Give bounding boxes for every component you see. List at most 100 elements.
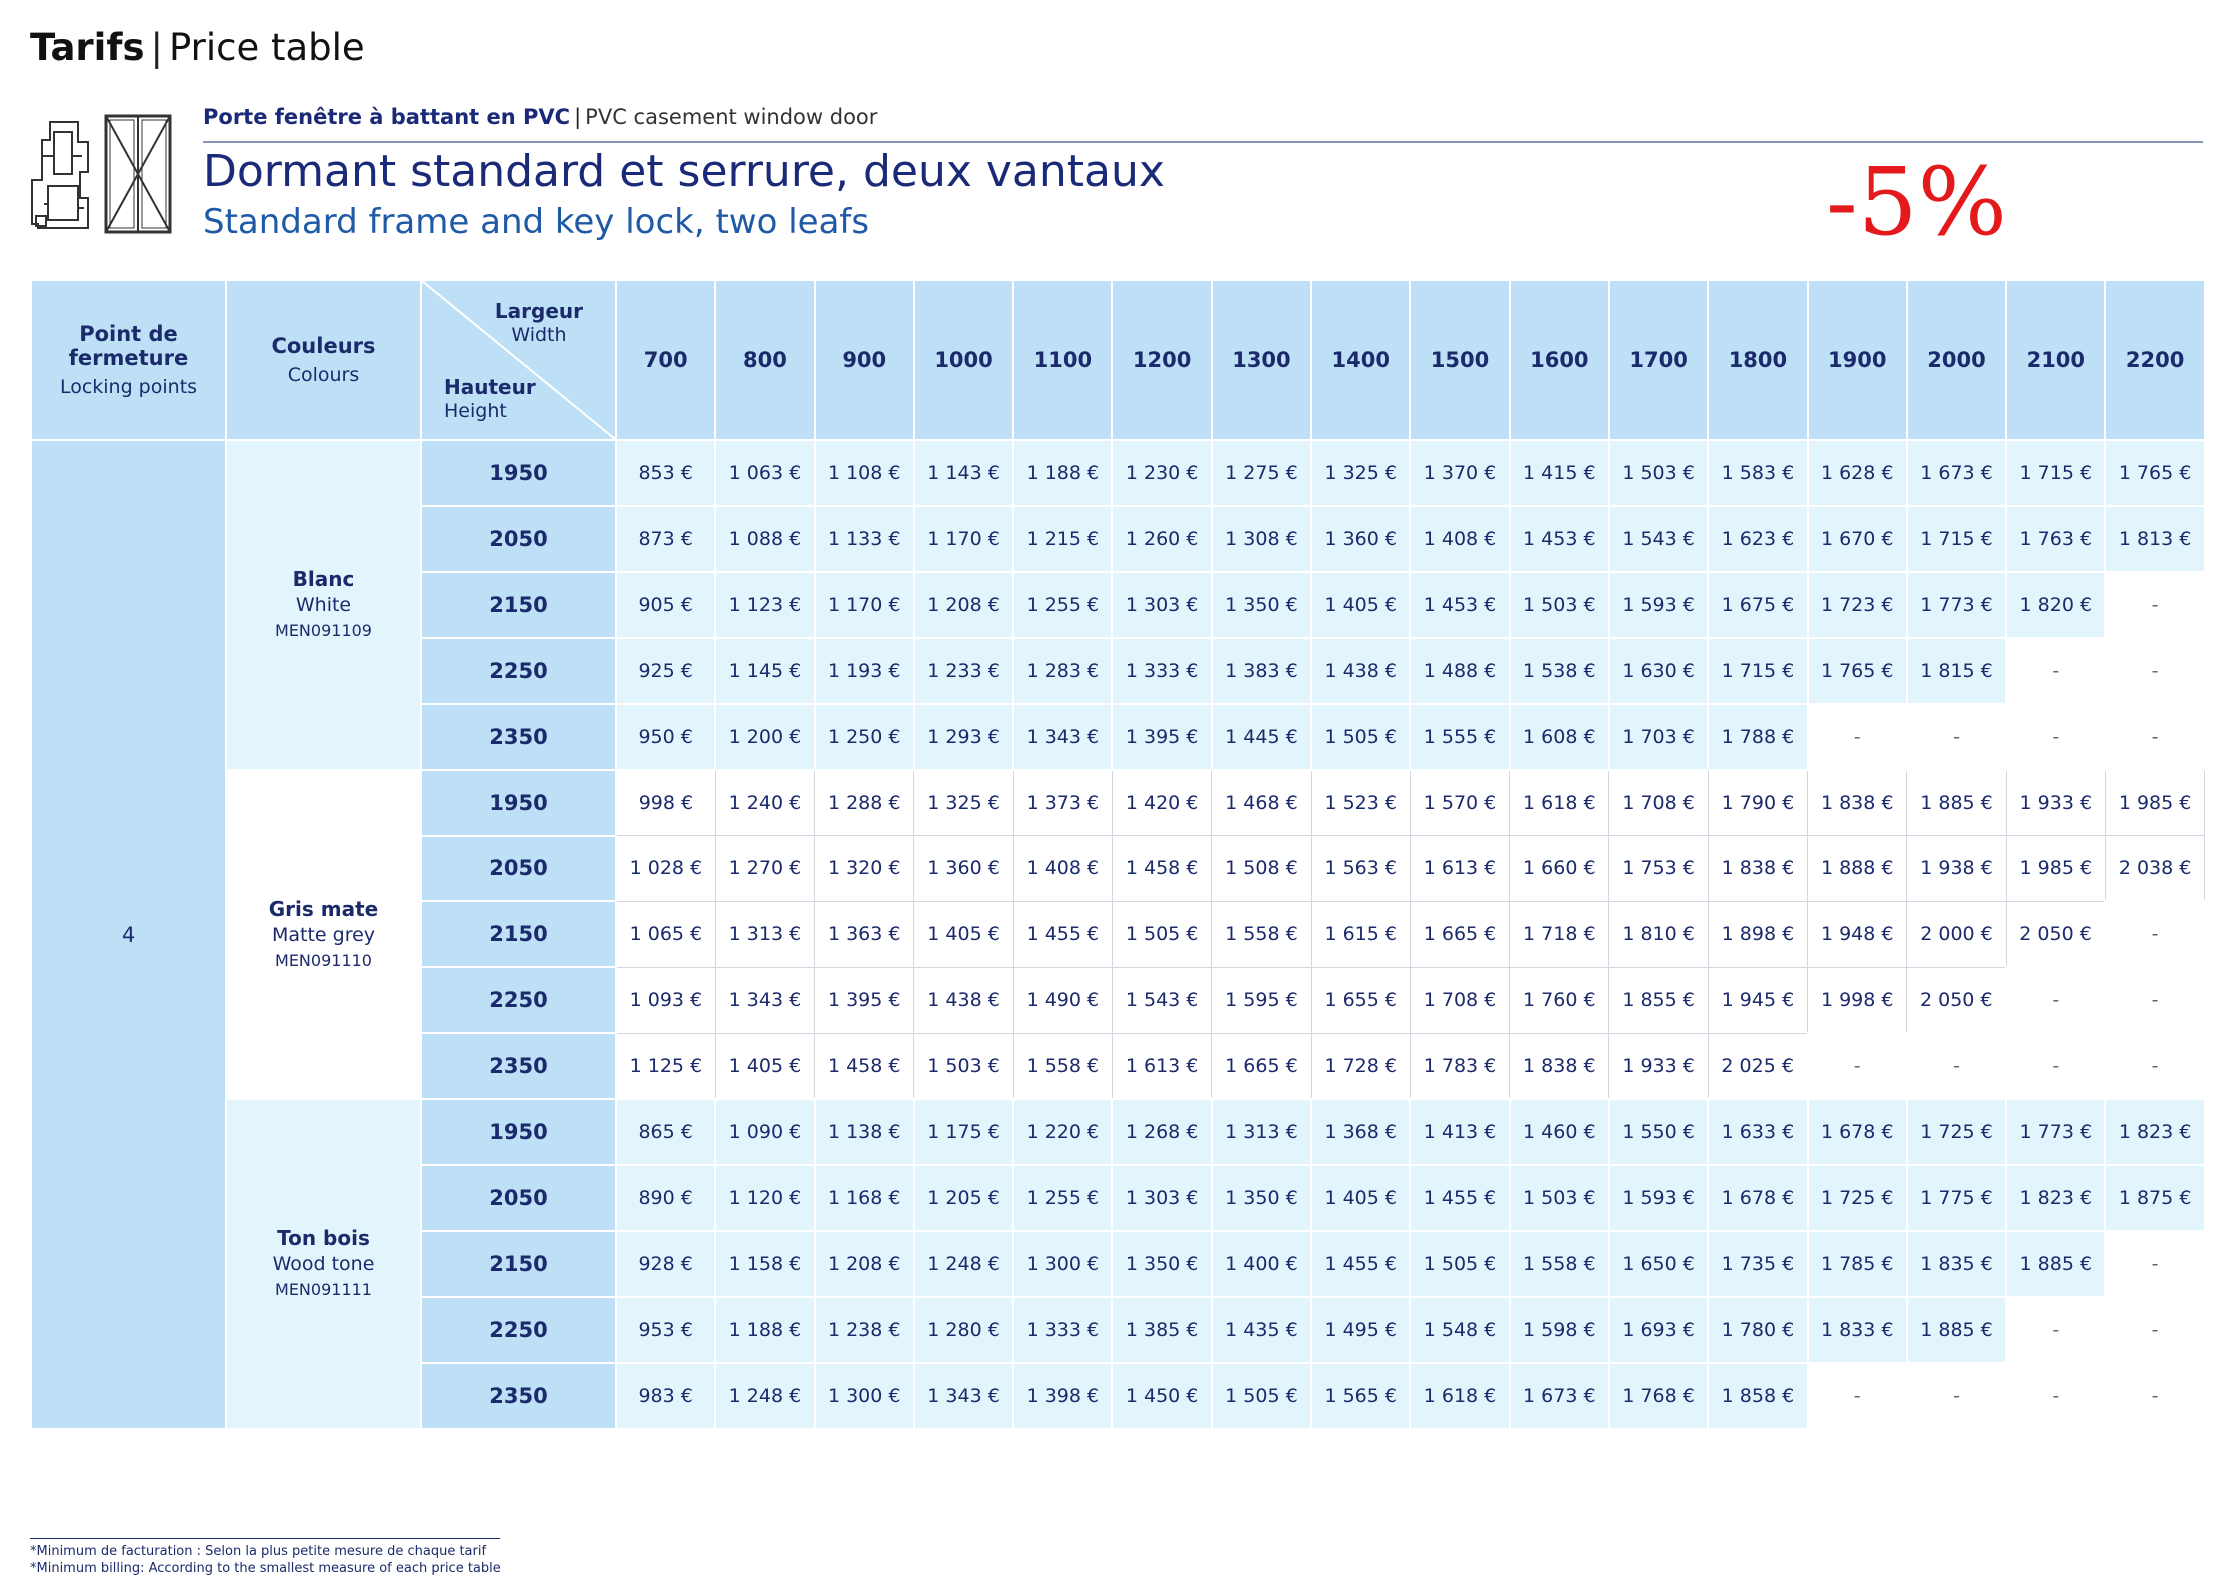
price-cell: 890 €: [614, 1164, 717, 1232]
width-column-header: 900: [813, 279, 915, 441]
price-cell: 1 445 €: [1210, 703, 1313, 771]
colour-cell: Blanc White MEN091109: [225, 439, 422, 771]
price-cell: 1 343 €: [714, 966, 816, 1034]
price-cell: 1 833 €: [1806, 1296, 1908, 1364]
price-cell: 1 998 €: [1807, 966, 1908, 1034]
price-cell: 1 835 €: [1905, 1230, 2008, 1298]
locking-points-header: Point de fermeture Locking points: [30, 279, 227, 441]
price-cell: 1 633 €: [1707, 1098, 1809, 1166]
price-cell: 1 855 €: [1608, 966, 1709, 1034]
price-cell: 928 €: [614, 1230, 717, 1298]
price-cell: 1 708 €: [1608, 769, 1709, 836]
price-cell: 1 488 €: [1409, 637, 1511, 705]
colours-header-fr: Couleurs: [271, 334, 376, 358]
price-cell: 1 788 €: [1707, 703, 1809, 771]
price-cell: 1 725 €: [1806, 1164, 1908, 1232]
price-cell: 1 703 €: [1607, 703, 1710, 771]
price-row: 2250 1 093 €1 343 €1 395 €1 438 €1 490 €1…: [31, 966, 2206, 1034]
price-cell: 1 678 €: [1806, 1098, 1908, 1166]
price-cell: 1 398 €: [1012, 1362, 1114, 1430]
price-cell: 1 108 €: [813, 439, 915, 507]
width-column-header: 1900: [1806, 279, 1908, 441]
price-cell: 1 593 €: [1607, 1164, 1710, 1232]
width-column-header: 1600: [1508, 279, 1610, 441]
colours-header-en: Colours: [287, 364, 360, 386]
price-cell: 1 858 €: [1707, 1362, 1809, 1430]
price-cell: 1 628 €: [1806, 439, 1908, 507]
price-cell-unavailable: -: [2104, 1296, 2206, 1364]
width-column-header: 2000: [1905, 279, 2008, 441]
price-cell: 1 208 €: [813, 1230, 915, 1298]
price-cell: 1 250 €: [813, 703, 915, 771]
colour-name-en: Matte grey: [271, 923, 376, 946]
price-row: 2150 928 €1 158 €1 208 €1 248 €1 300 €1 3…: [31, 1230, 2206, 1298]
product-type-en: PVC casement window door: [585, 105, 878, 129]
price-cell: 1 255 €: [1012, 1164, 1114, 1232]
price-cell: 1 453 €: [1508, 505, 1610, 573]
price-cell-unavailable: -: [2005, 1032, 2107, 1100]
price-cell: 905 €: [614, 571, 717, 639]
price-cell: 1 300 €: [1012, 1230, 1114, 1298]
width-column-header: 700: [614, 279, 717, 441]
price-cell: 1 248 €: [714, 1362, 816, 1430]
colour-name-fr: Ton bois: [277, 1226, 370, 1250]
price-cell: 1 300 €: [813, 1362, 915, 1430]
price-cell: 1 815 €: [1905, 637, 2008, 705]
price-cell: 1 260 €: [1111, 505, 1213, 573]
height-value: 2350: [420, 1362, 617, 1430]
footnote-divider: [30, 1538, 500, 1539]
price-cell: 1 270 €: [714, 835, 816, 902]
price-cell: 1 420 €: [1111, 769, 1213, 836]
price-cell: 1 303 €: [1111, 571, 1213, 639]
page-title: Tarifs | Price table: [30, 26, 365, 69]
product-type: Porte fenêtre à battant en PVC | PVC casem…: [203, 105, 877, 129]
price-cell: 1 885 €: [2005, 1230, 2107, 1298]
price-cell: 1 570 €: [1409, 769, 1511, 836]
price-cell: 1 145 €: [714, 637, 816, 705]
price-cell: 1 275 €: [1210, 439, 1313, 507]
price-cell: 1 505 €: [1409, 1230, 1511, 1298]
price-cell: 1 523 €: [1310, 769, 1411, 836]
height-value: 2350: [420, 703, 617, 771]
price-cell: 1 405 €: [1310, 571, 1412, 639]
price-cell: 1 583 €: [1707, 439, 1809, 507]
height-value: 2350: [420, 1032, 617, 1100]
price-cell: 1 593 €: [1607, 571, 1710, 639]
price-row: 2250 925 €1 145 €1 193 €1 233 €1 283 €1 3…: [31, 637, 2206, 705]
footnote-fr: *Minimum de facturation : Selon la plus …: [30, 1544, 487, 1559]
price-cell-unavailable: -: [1806, 1032, 1908, 1100]
price-cell: 1 408 €: [1409, 505, 1511, 573]
price-cell: 1 810 €: [1608, 900, 1709, 968]
price-row: 2350 950 €1 200 €1 250 €1 293 €1 343 €1 3…: [31, 703, 2206, 771]
width-label: Largeur Width: [495, 299, 583, 347]
colour-name-en: White: [295, 594, 352, 616]
colour-reference: MEN091109: [275, 621, 372, 640]
price-row: 2250 953 €1 188 €1 238 €1 280 €1 333 €1 3…: [31, 1296, 2206, 1364]
height-value: 1950: [420, 769, 617, 837]
colours-header: Couleurs Colours: [225, 279, 422, 441]
price-cell: 1 503 €: [1607, 439, 1710, 507]
price-cell: 1 948 €: [1807, 900, 1908, 968]
discount-label: -5%: [1826, 148, 2007, 257]
price-cell: 1 623 €: [1707, 505, 1809, 573]
price-row: Gris mate Matte grey MEN091110 1950 998 €1 2…: [31, 769, 2206, 1100]
price-cell: 1 715 €: [2005, 439, 2107, 507]
price-cell: 1 320 €: [814, 835, 915, 902]
price-cell: 1 505 €: [1111, 900, 1213, 968]
price-cell: 950 €: [614, 703, 717, 771]
price-cell: 1 543 €: [1111, 966, 1213, 1034]
price-cell: 1 558 €: [1012, 1032, 1113, 1100]
price-cell: 1 170 €: [912, 505, 1015, 573]
price-cell: 1 435 €: [1210, 1296, 1313, 1364]
price-cell: 1 193 €: [813, 637, 915, 705]
price-cell-unavailable: -: [1806, 703, 1908, 771]
price-cell: 1 503 €: [1508, 1164, 1610, 1232]
locking-points-header-fr: Point de fermeture: [68, 322, 189, 370]
price-row: 2150 905 €1 123 €1 170 €1 208 €1 255 €1 3…: [31, 571, 2206, 639]
width-column-header: 1400: [1310, 279, 1412, 441]
window-door-profile-icon: [28, 112, 178, 236]
price-cell: 1 450 €: [1111, 1362, 1213, 1430]
price-cell: 1 665 €: [1211, 1032, 1312, 1100]
price-cell: 1 333 €: [1012, 1296, 1114, 1364]
price-cell: 1 505 €: [1210, 1362, 1313, 1430]
